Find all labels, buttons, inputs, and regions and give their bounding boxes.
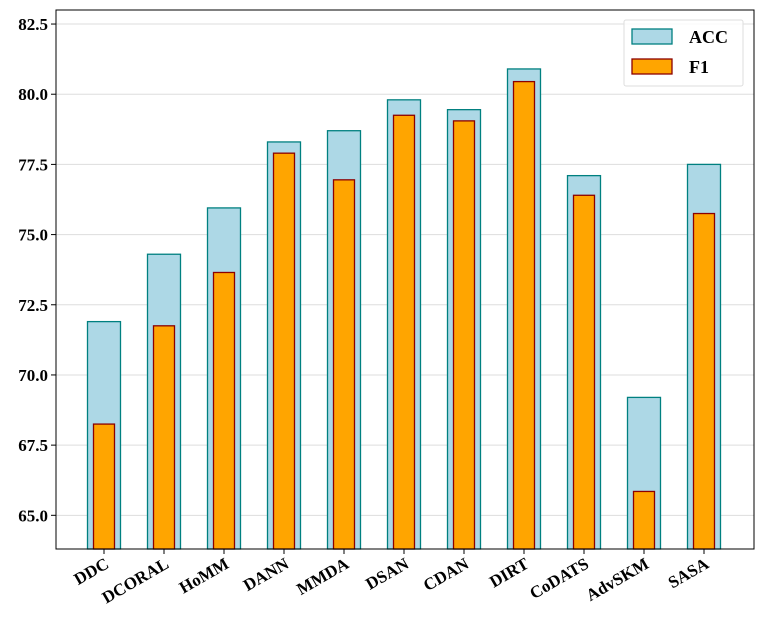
bar-f1-sasa [692,212,716,550]
y-tick-label: 70.0 [18,366,48,385]
legend: ACC F1 [623,19,744,87]
bar-f1-dcoral [152,325,176,550]
x-tick-label: HoMM [176,554,232,597]
plot-frame [55,9,755,550]
bar-f1-homm [212,271,236,550]
legend-swatch-acc [631,28,673,45]
x-tick-label: DCORAL [99,554,172,607]
y-axis: 65.0 67.5 70.0 72.5 75.0 77.5 80.0 82.5 [18,15,56,525]
legend-label-acc: ACC [689,27,728,47]
legend-label-f1: F1 [689,57,709,77]
x-tick-label: MMDA [293,554,352,599]
y-tick-label: 75.0 [18,226,48,245]
legend-swatch-f1 [631,58,673,75]
bar-f1-ddc [92,423,116,550]
bar-f1-advskm [632,490,656,550]
y-tick-label: 72.5 [18,296,48,315]
y-tick-label: 67.5 [18,436,48,455]
bar-f1-mmda [332,179,356,550]
x-tick-label: AdvSKM [583,554,652,605]
y-tick-label: 80.0 [18,85,48,104]
y-tick-label: 77.5 [18,155,48,174]
bar-f1-cdan [452,120,476,550]
x-tick-label: DSAN [362,554,412,594]
y-tick-label: 65.0 [18,506,48,525]
bars [86,68,722,550]
bar-f1-dirt [512,80,536,550]
x-tick-label: SASA [665,554,713,593]
bar-f1-codats [572,194,596,550]
x-tick-label: CDAN [420,554,473,595]
bar-f1-dsan [392,114,416,550]
x-tick-label: DDC [71,554,112,589]
y-tick-label: 82.5 [18,15,48,34]
x-tick-label: DANN [240,554,293,595]
bar-f1-dann [272,152,296,550]
x-tick-label: CoDATS [526,554,592,603]
